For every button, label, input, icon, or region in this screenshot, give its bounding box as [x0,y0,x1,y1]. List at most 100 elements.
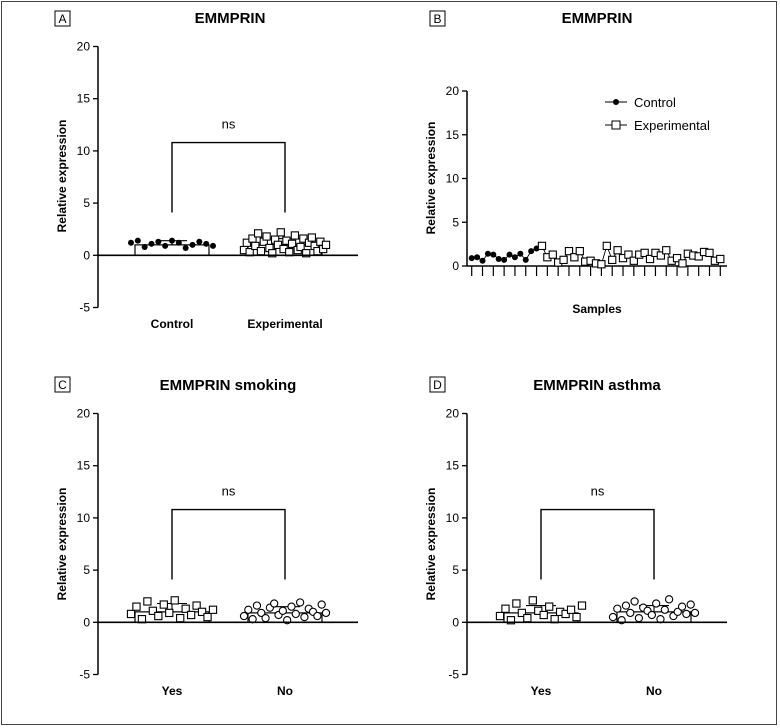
chart-c-data-point [300,612,309,622]
chart-a-data-point [203,240,210,247]
chart-d-data-point [566,605,576,614]
chart-a-ytick-label: 0 [83,248,90,262]
chart-a-category-label: Experimental [247,317,322,331]
chart-c-data-point [321,608,331,618]
chart-c-data-point [197,607,207,617]
chart-c-data-point [295,598,305,607]
chart-d-data-point [621,601,631,610]
chart-a-data-point [262,232,271,241]
chart-d-category-label: No [646,684,662,698]
chart-a-ytick-label: 5 [83,196,90,210]
chart-d-data-point [545,602,554,611]
chart-d-data-point [523,613,532,623]
chart-d-data-point [528,596,537,605]
chart-c-data-point [181,604,190,613]
chart-b-ytick-label: 0 [452,259,459,273]
chart-c-ytick-label: 15 [77,459,91,473]
chart-b-data-point [640,248,649,258]
chart-d-title: EMMPRIN asthma [533,377,661,394]
chart-d-data-point [647,610,656,620]
chart-c-data-point [132,602,141,611]
chart-b-data-point [564,246,574,256]
chart-b-ytick-label: 5 [452,215,459,229]
chart-c-data-point [252,601,262,610]
chart-b-data-point [656,251,666,260]
chart-b-data-point [559,255,568,265]
chart-b-xlabel: Samples [572,302,622,316]
chart-c-data-point [203,612,212,622]
chart-a-data-point [268,249,277,258]
chart-a-ytick-label: 10 [77,144,91,158]
chart-d-significance-label: ns [591,484,605,499]
chart-c-data-point [208,605,218,614]
chart-b-ytick-label: 15 [446,128,460,142]
chart-d-category-label: Yes [531,684,552,698]
chart-a-data-point [253,229,263,238]
chart-a-data-point [148,240,155,247]
chart-d-data-point [512,599,521,608]
chart-b-title: EMMPRIN [562,10,633,27]
chart-a-data-point [276,228,285,237]
chart-d-data-point [613,604,622,613]
legend-experimental-label: Experimental [634,118,710,133]
chart-a-ytick-label: 20 [77,40,91,54]
chart-c-data-point [143,597,152,606]
chart-a-data-point [162,242,169,249]
chart-d-data-point [634,613,644,623]
chart-b-data-point [672,253,682,263]
chart-b-data-point [479,257,486,264]
chart-a-data-point [242,238,251,247]
chart-b-data-point [597,260,606,269]
chart-d-data-point [539,610,548,620]
chart-a-data-point [273,240,283,250]
chart-b-data-point [495,256,502,262]
chart-b-data-point [662,246,671,255]
chart-c-ytick-label: 10 [77,511,91,525]
chart-b-data-point [613,246,622,255]
chart-d-data-point [495,611,505,621]
panel-letter-d: D [429,376,446,393]
chart-b-data-point [511,254,518,261]
chart-a-data-point [210,242,216,249]
chart-c-data-point [291,609,300,619]
chart-b-data-point [484,250,491,257]
chart-d-data-point [664,595,674,604]
chart-c-data-point [244,605,253,614]
chart-b-data-point [624,250,633,259]
chart-d-data-point [572,612,581,622]
chart-d-ytick-label: 0 [452,615,459,629]
chart-a-data-point [302,249,311,258]
chart-a-data-point [155,238,162,245]
chart-c-significance-label: ns [222,484,236,499]
legend-experimental-marker [611,120,621,130]
chart-c-data-point [154,611,163,621]
chart-d-data-point [630,597,639,606]
chart-c-data-point [148,606,158,615]
chart-b-data-point [537,241,547,251]
chart-a-data-point [182,244,189,251]
chart-d-data-point [686,600,695,609]
chart-a-data-point [134,237,141,244]
chart-b-ytick-label: 20 [446,84,460,98]
chart-c-data-point [313,611,322,621]
chart-c-ytick-label: 0 [83,615,90,629]
chart-b-data-point [705,248,714,258]
chart-b-data-point [716,254,725,264]
chart-c-ytick-label: -5 [79,668,90,682]
chart-b-data-point [570,253,579,262]
chart-c-data-point [317,600,326,609]
chart-a-data-point [141,243,148,250]
chart-c-category-label: No [277,684,293,698]
chart-a-title: EMMPRIN [195,10,266,27]
chart-c-data-point [278,606,287,615]
chart-a-data-point [287,239,297,248]
chart-c-data-point [257,608,266,618]
panel-letter-c-text: C [58,378,67,392]
chart-b-data-point [528,248,535,255]
chart-b-data-point [468,255,475,262]
chart-d-data-point [652,599,661,608]
chart-a-data-point [251,241,260,251]
panel-letter-a: A [54,10,71,27]
